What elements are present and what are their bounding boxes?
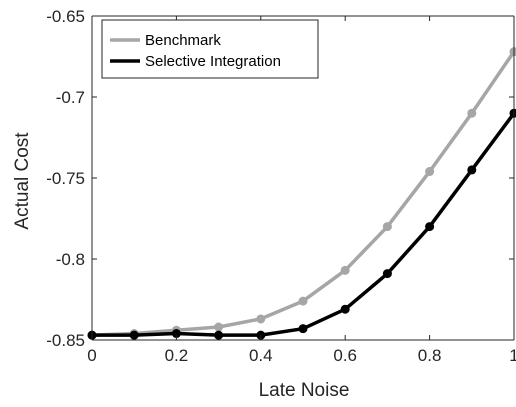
y-tick-label: -0.85 — [46, 331, 85, 350]
series-0-point-8 — [425, 167, 435, 177]
series-1-point-7 — [382, 269, 392, 279]
series-1-point-9 — [467, 165, 477, 175]
series-1-point-5 — [298, 324, 308, 334]
series-0-point-6 — [340, 265, 350, 275]
y-axis-title: Actual Cost — [12, 132, 33, 230]
y-tick-label: -0.75 — [46, 169, 85, 188]
y-tick-label: -0.7 — [56, 88, 85, 107]
series-0-point-5 — [298, 296, 308, 306]
x-axis-title: Late Noise — [259, 380, 350, 401]
series-0-point-4 — [256, 314, 266, 324]
x-tick-label: 0.2 — [165, 346, 189, 365]
series-1-point-3 — [214, 330, 224, 340]
legend: Benchmark Selective Integration — [101, 19, 319, 79]
series-0-point-9 — [467, 108, 477, 118]
axes-layer: 0 0.2 0.4 0.6 0.8 1 -0.85 -0.8 -0.75 -0.7 -0.65 — [46, 7, 516, 365]
x-tick-label: 0 — [87, 346, 96, 365]
y-tick-label: -0.65 — [46, 7, 85, 26]
x-tick-label: 0.4 — [249, 346, 273, 365]
legend-box — [101, 19, 319, 79]
legend-label-0: Benchmark — [145, 32, 221, 49]
series-0-point-3 — [214, 322, 224, 332]
x-tick-label: 0.8 — [418, 346, 442, 365]
series-1-point-2 — [171, 329, 181, 339]
x-tick-label: 1 — [509, 346, 516, 365]
series-1-point-1 — [129, 330, 139, 340]
series-1-point-6 — [340, 304, 350, 314]
series-0-point-7 — [382, 222, 392, 232]
series-1-point-8 — [425, 222, 435, 232]
x-tick-label: 0.6 — [333, 346, 357, 365]
series-layer — [87, 47, 516, 340]
y-tick-label: -0.8 — [56, 250, 85, 269]
legend-label-1: Selective Integration — [145, 53, 281, 70]
